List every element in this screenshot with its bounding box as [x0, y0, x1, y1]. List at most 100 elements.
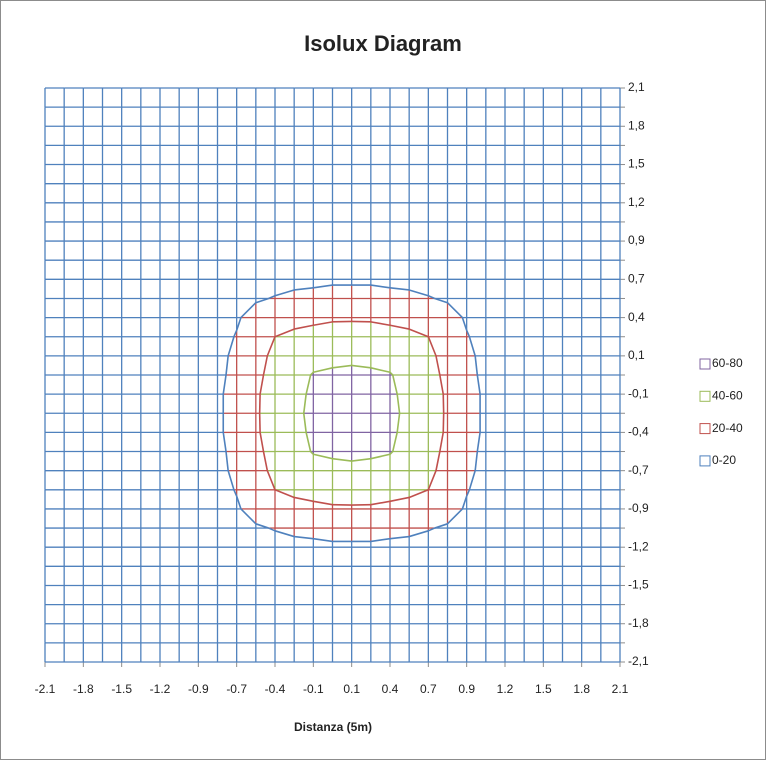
- contour-line: [428, 294, 436, 300]
- x-tick-label: -0.7: [226, 682, 247, 696]
- x-tick-label: -0.9: [188, 682, 209, 696]
- legend-swatch: [699, 423, 711, 435]
- contour-line: [235, 317, 242, 331]
- contour-line: [274, 328, 295, 338]
- contour-line: [434, 297, 448, 304]
- x-tick-label: -1.8: [73, 682, 94, 696]
- contour-line: [268, 294, 276, 300]
- contour-line: [274, 489, 295, 499]
- contour-line: [310, 371, 314, 376]
- contour-line: [389, 324, 410, 330]
- contour-line: [233, 489, 238, 497]
- contour-line: [268, 527, 276, 532]
- y-tick-label: 0,4: [628, 310, 645, 324]
- chart-title: Isolux Diagram: [304, 31, 462, 56]
- contour-line: [468, 470, 476, 491]
- contour-line: [370, 500, 391, 506]
- contour-line: [222, 374, 227, 395]
- y-tick-label: 0,7: [628, 272, 645, 286]
- contour-line: [439, 374, 445, 395]
- y-tick-label: 1,5: [628, 157, 645, 171]
- contour-line: [465, 489, 471, 497]
- contour-line: [255, 523, 269, 529]
- contour-line: [313, 321, 333, 327]
- legend-label: 40-60: [712, 388, 743, 402]
- contour-line: [274, 530, 295, 538]
- contour-line: [370, 367, 391, 374]
- x-tick-label: 2.1: [612, 682, 629, 696]
- contour-line: [408, 289, 429, 297]
- contour-line: [370, 321, 391, 327]
- x-tick-label: -0.4: [265, 682, 286, 696]
- contour-line: [389, 287, 410, 291]
- contour-line: [313, 500, 333, 506]
- contour-line: [351, 364, 371, 369]
- contour-line: [262, 355, 269, 376]
- contour-line: [435, 451, 441, 471]
- contour-line: [259, 432, 265, 452]
- contour-line: [428, 527, 436, 532]
- y-tick-label: 1,2: [628, 195, 645, 209]
- y-tick-label: -1,2: [628, 539, 649, 553]
- contour-line: [408, 530, 429, 538]
- contour-line: [474, 451, 479, 471]
- contour-line: [266, 336, 276, 357]
- contour-line: [446, 302, 463, 319]
- y-tick-label: -0,1: [628, 386, 649, 400]
- contour-line: [294, 535, 314, 540]
- contour-line: [222, 432, 227, 452]
- contour-line: [313, 537, 333, 543]
- contour-line: [468, 336, 476, 357]
- x-tick-label: 0.1: [343, 682, 360, 696]
- contour-line: [474, 355, 479, 376]
- y-tick-label: -1,8: [628, 616, 649, 630]
- contour-line: [255, 297, 269, 304]
- y-tick-label: -0,9: [628, 501, 649, 515]
- contour-line: [389, 535, 410, 540]
- contour-line: [391, 374, 398, 395]
- x-tick-label: 0.4: [382, 682, 399, 696]
- contour-line: [391, 432, 398, 452]
- contour-line: [240, 302, 257, 319]
- contour-line: [294, 496, 314, 503]
- contour-line: [240, 508, 257, 525]
- x-tick-label: -1.2: [150, 682, 171, 696]
- contour-line: [305, 432, 312, 452]
- contour-line: [427, 470, 437, 491]
- x-tick-label: -0.1: [303, 682, 324, 696]
- contour-line: [227, 470, 235, 491]
- x-tick-label: 0.7: [420, 682, 437, 696]
- contour-line: [259, 374, 265, 395]
- y-tick-label: 0,9: [628, 233, 645, 247]
- contour-line: [302, 394, 307, 414]
- legend-swatch: [699, 390, 711, 402]
- contour-line: [446, 508, 463, 525]
- contour-line: [439, 432, 445, 452]
- contour-line: [370, 453, 391, 460]
- contour-line: [434, 523, 448, 529]
- y-tick-label: -1,5: [628, 578, 649, 592]
- y-tick-label: 0,1: [628, 348, 645, 362]
- contour-line: [262, 451, 269, 471]
- contour-line: [476, 432, 481, 452]
- contour-line: [396, 394, 401, 414]
- contour-line: [332, 364, 352, 369]
- x-tick-label: -1.5: [111, 682, 132, 696]
- contour-line: [435, 355, 441, 376]
- contour-line: [294, 287, 314, 291]
- y-tick-label: -0,7: [628, 463, 649, 477]
- contour-line: [294, 324, 314, 330]
- contour-line: [225, 451, 229, 471]
- contour-line: [313, 367, 333, 374]
- contour-line: [233, 330, 238, 338]
- contour-line: [227, 336, 235, 357]
- contour-line: [351, 457, 371, 462]
- contour-line: [225, 355, 229, 376]
- x-axis-title: Distanza (5m): [294, 720, 372, 734]
- legend-label: 60-80: [712, 356, 743, 370]
- contour-line: [427, 336, 437, 357]
- x-tick-label: -2.1: [35, 682, 56, 696]
- contour-line: [313, 284, 333, 289]
- contour-line: [266, 470, 276, 491]
